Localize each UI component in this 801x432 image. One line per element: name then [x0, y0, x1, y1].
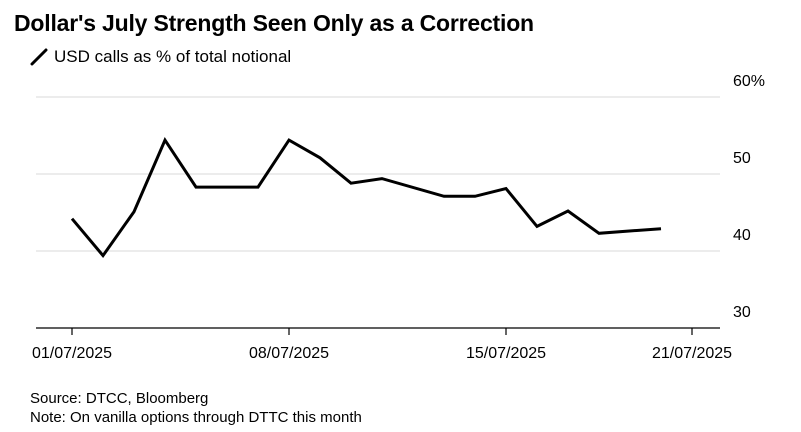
legend-series-label: USD calls as % of total notional — [54, 47, 292, 66]
chart-title: Dollar's July Strength Seen Only as a Co… — [14, 10, 534, 36]
source-note: Source: DTCC, Bloomberg — [30, 390, 209, 407]
x-tick-label: 15/07/2025 — [466, 345, 546, 362]
footer: Source: DTCC, Bloomberg Note: On vanilla… — [30, 389, 362, 427]
x-tick-label: 21/07/2025 — [652, 345, 732, 362]
x-tick-label: 08/07/2025 — [249, 345, 329, 362]
y-tick-label: 60% — [733, 73, 765, 90]
y-tick-label: 40 — [733, 227, 751, 244]
legend-line-icon — [30, 48, 48, 66]
x-tick-label: 01/07/2025 — [32, 345, 112, 362]
y-tick-label: 50 — [733, 150, 751, 167]
series-line — [70, 136, 662, 259]
y-tick-label: 30 — [733, 304, 751, 321]
legend: USD calls as % of total notional — [30, 47, 291, 67]
footnote: Note: On vanilla options through DTTC th… — [30, 409, 362, 426]
